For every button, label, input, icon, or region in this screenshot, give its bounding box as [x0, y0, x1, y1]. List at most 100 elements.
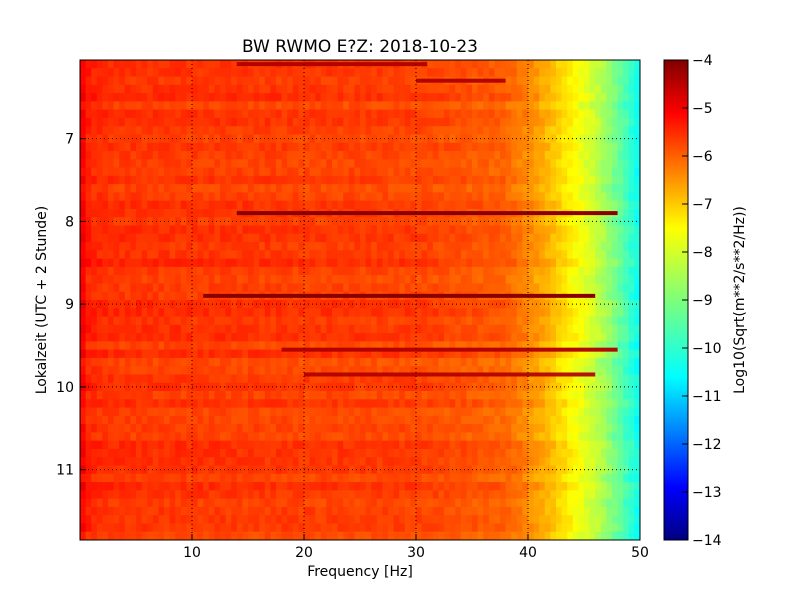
- heatmap-cell: [141, 357, 148, 367]
- heatmap-cell: [533, 457, 540, 467]
- heatmap-cell: [281, 275, 288, 285]
- heatmap-cell: [533, 415, 540, 425]
- heatmap-cell: [455, 399, 462, 409]
- heatmap-cell: [96, 142, 103, 152]
- heatmap-cell: [393, 432, 400, 442]
- heatmap-cell: [124, 142, 131, 152]
- heatmap-cell: [320, 308, 327, 318]
- heatmap-cell: [231, 440, 238, 450]
- heatmap-cell: [572, 250, 579, 260]
- heatmap-cell: [231, 192, 238, 202]
- heatmap-cell: [595, 233, 602, 243]
- heatmap-cell: [220, 333, 227, 342]
- heatmap-cell: [281, 250, 288, 260]
- heatmap-cell: [416, 324, 423, 334]
- heatmap-cell: [264, 399, 271, 409]
- heatmap-cell: [169, 415, 176, 425]
- heatmap-cell: [91, 60, 98, 69]
- heatmap-cell: [208, 448, 215, 458]
- heatmap-cell: [388, 424, 395, 434]
- heatmap-cell: [203, 407, 210, 417]
- heatmap-cell: [483, 192, 490, 202]
- heatmap-cell: [432, 159, 439, 169]
- heatmap-cell: [91, 399, 98, 409]
- heatmap-cell: [309, 283, 316, 293]
- heatmap-cell: [483, 126, 490, 136]
- heatmap-cell: [360, 68, 367, 78]
- heatmap-cell: [393, 175, 400, 185]
- heatmap-cell: [617, 291, 624, 301]
- heatmap-cell: [444, 60, 451, 69]
- heatmap-cell: [539, 93, 546, 102]
- heatmap-cell: [147, 366, 154, 376]
- heatmap-cell: [388, 225, 395, 235]
- heatmap-cell: [511, 391, 518, 400]
- heatmap-cell: [287, 366, 294, 376]
- heatmap-cell: [276, 341, 283, 351]
- heatmap-cell: [332, 382, 339, 392]
- heatmap-cell: [236, 225, 243, 235]
- heatmap-cell: [612, 448, 619, 458]
- heatmap-cell: [522, 399, 529, 409]
- heatmap-cell: [348, 266, 355, 276]
- heatmap-cell: [365, 233, 372, 243]
- heatmap-cell: [376, 432, 383, 442]
- heatmap-cell: [488, 391, 495, 400]
- heatmap-cell: [124, 233, 131, 243]
- heatmap-cell: [208, 134, 215, 144]
- heatmap-cell: [505, 275, 512, 285]
- heatmap-cell: [91, 357, 98, 367]
- heatmap-cell: [595, 184, 602, 194]
- heatmap-cell: [96, 175, 103, 185]
- heatmap-cell: [617, 407, 624, 417]
- heatmap-cell: [175, 424, 182, 434]
- heatmap-cell: [276, 357, 283, 367]
- heatmap-cell: [617, 192, 624, 202]
- heatmap-cell: [242, 448, 249, 458]
- heatmap-cell: [472, 117, 479, 127]
- heatmap-cell: [539, 399, 546, 409]
- heatmap-cell: [522, 225, 529, 235]
- heatmap-cell: [337, 399, 344, 409]
- heatmap-cell: [427, 250, 434, 260]
- heatmap-cell: [298, 175, 305, 185]
- heatmap-cell: [309, 175, 316, 185]
- heatmap-cell: [511, 382, 518, 392]
- heatmap-cell: [231, 366, 238, 376]
- heatmap-cell: [595, 382, 602, 392]
- heatmap-cell: [516, 407, 523, 417]
- heatmap-cell: [449, 432, 456, 442]
- heatmap-cell: [175, 250, 182, 260]
- heatmap-cell: [203, 109, 210, 119]
- heatmap-cell: [634, 101, 640, 111]
- heatmap-cell: [438, 432, 445, 442]
- heatmap-cell: [119, 101, 126, 111]
- heatmap-cell: [567, 300, 574, 309]
- heatmap-cell: [147, 68, 154, 78]
- heatmap-cell: [220, 192, 227, 202]
- heatmap-cell: [561, 200, 568, 210]
- heatmap-cell: [511, 399, 518, 409]
- heatmap-cell: [225, 175, 232, 185]
- heatmap-cell: [85, 448, 92, 458]
- heatmap-cell: [152, 457, 159, 467]
- heatmap-cell: [578, 333, 585, 342]
- heatmap-cell: [186, 391, 193, 400]
- heatmap-cell: [276, 316, 283, 326]
- heatmap-cell: [124, 341, 131, 351]
- heatmap-cell: [152, 349, 159, 359]
- heatmap-cell: [438, 415, 445, 425]
- heatmap-cell: [444, 93, 451, 102]
- heatmap-cell: [91, 382, 98, 392]
- heatmap-cell: [399, 159, 406, 169]
- heatmap-cell: [427, 341, 434, 351]
- heatmap-cell: [315, 93, 322, 102]
- heatmap-cell: [550, 300, 557, 309]
- heatmap-cell: [197, 84, 204, 94]
- heatmap-cell: [208, 283, 215, 293]
- heatmap-cell: [270, 424, 277, 434]
- heatmap-cell: [511, 324, 518, 334]
- heatmap-cell: [141, 283, 148, 293]
- heatmap-cell: [208, 391, 215, 400]
- heatmap-cell: [600, 300, 607, 309]
